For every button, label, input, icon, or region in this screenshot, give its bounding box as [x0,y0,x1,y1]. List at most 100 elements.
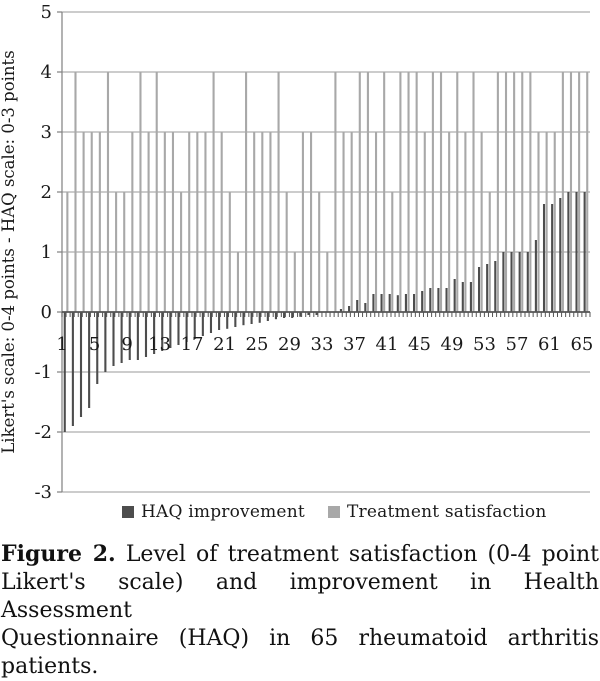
haq-bar-61 [551,204,554,312]
satisfaction-bar-6 [106,72,110,312]
satisfaction-bar-52 [480,132,483,312]
satisfaction-bar-54 [496,72,499,312]
haq-bar-60 [542,204,546,312]
satisfaction-bar-15 [180,192,183,312]
x-tick-label-37: 37 [343,334,366,355]
satisfaction-bar-9 [131,132,134,312]
haq-bar-59 [534,240,537,312]
haq-bar-20 [218,312,221,330]
satisfaction-bar-29 [293,252,296,312]
satisfaction-bar-65 [586,72,589,312]
haq-bar-1 [63,312,66,432]
satisfaction-bar-10 [139,72,142,312]
y-tick-label--2: -2 [34,422,52,443]
haq-bar-15 [177,312,180,345]
y-tick-label-2: 2 [41,182,52,203]
satisfaction-bar-40 [383,72,386,312]
caption-line-3: Questionnaire (HAQ) in 65 rheumatoid art… [1,626,599,679]
haq-bar-9 [128,312,131,360]
haq-bar-38 [364,303,367,312]
satisfaction-bar-22 [236,252,239,312]
satisfaction-bar-45 [423,132,426,312]
satisfaction-bar-63 [569,72,573,312]
satisfaction-bar-61 [553,132,556,312]
x-tick-label-25: 25 [246,334,269,355]
satisfaction-bar-26 [269,132,272,312]
haq-bar-40 [380,294,383,312]
satisfaction-bar-25 [261,132,264,312]
x-tick-label-65: 65 [570,334,593,355]
haq-bar-52 [477,267,481,312]
haq-bar-4 [88,312,91,408]
x-tick-label-17: 17 [181,334,204,355]
satisfaction-bar-24 [253,132,256,312]
haq-bar-22 [234,312,237,327]
satisfaction-bar-49 [456,72,459,312]
x-tick-label-21: 21 [213,334,236,355]
x-tick-label-41: 41 [376,334,399,355]
satisfaction-bar-42 [399,72,402,312]
haq-bar-36 [348,306,351,312]
satisfaction-bar-46 [431,72,434,312]
caption-line-2: Likert's scale) and improvement in Healt… [1,570,599,623]
caption-line-1-text: Level of treatment satisfaction (0-4 poi… [115,542,599,567]
satisfaction-bar-17 [196,132,199,312]
haq-bar-41 [388,294,391,312]
x-tick-label-45: 45 [408,334,431,355]
haq-bar-44 [413,294,416,312]
haq-bar-42 [396,295,399,312]
satisfaction-bar-4 [90,132,93,312]
haq-bar-21 [226,312,229,329]
haq-bar-50 [461,282,464,312]
satisfaction-bar-12 [155,72,158,312]
haq-improvement-swatch-icon [122,506,134,518]
satisfaction-bar-32 [318,192,321,312]
y-tick-label-0: 0 [41,302,52,323]
haq-bar-10 [136,312,139,360]
x-tick-label-61: 61 [538,334,561,355]
satisfaction-bar-35 [342,132,345,312]
haq-bar-46 [429,288,432,312]
y-tick-label-3: 3 [41,122,52,143]
x-tick-label-53: 53 [473,334,496,355]
satisfaction-bar-13 [163,132,166,312]
y-axis-title: Likert's scale: 0-4 points - HAQ scale: … [0,50,18,453]
haq-bar-63 [567,192,570,312]
satisfaction-bar-30 [301,132,304,312]
satisfaction-bar-57 [521,72,524,312]
satisfaction-bar-7 [115,192,118,312]
satisfaction-bar-64 [578,72,581,312]
satisfaction-bar-33 [326,252,329,312]
haq-bar-14 [169,312,172,348]
legend-label-treatment-satisfaction: Treatment satisfaction [347,502,547,522]
haq-bar-56 [510,252,513,312]
haq-bar-51 [469,282,472,312]
haq-bar-65 [583,192,586,312]
haq-bar-27 [274,312,278,320]
y-tick-label-4: 4 [41,62,52,83]
legend-item-treatment-satisfaction: Treatment satisfaction [328,502,547,522]
satisfaction-bar-18 [204,132,207,312]
satisfaction-bar-8 [123,192,126,312]
treatment-satisfaction-swatch-icon [328,506,340,518]
satisfaction-bar-16 [188,132,191,312]
haq-bar-64 [575,192,578,312]
haq-bar-62 [559,198,562,312]
haq-bar-37 [356,300,359,312]
satisfaction-bar-58 [529,72,532,312]
satisfaction-bar-41 [391,192,394,312]
haq-bar-7 [112,312,115,366]
haq-bar-45 [421,291,424,312]
satisfaction-bar-53 [488,192,491,312]
haq-bar-13 [161,312,164,351]
satisfaction-bar-60 [545,132,548,312]
haq-bar-47 [437,288,440,312]
haq-bar-19 [209,312,213,333]
legend-item-haq-improvement: HAQ improvement [122,502,305,522]
satisfaction-bar-27 [277,72,280,312]
y-tick-label-5: 5 [41,2,52,23]
satisfaction-bar-3 [82,132,85,312]
chart-legend: HAQ improvement Treatment satisfaction [0,502,600,522]
legend-label-haq-improvement: HAQ improvement [141,502,305,522]
